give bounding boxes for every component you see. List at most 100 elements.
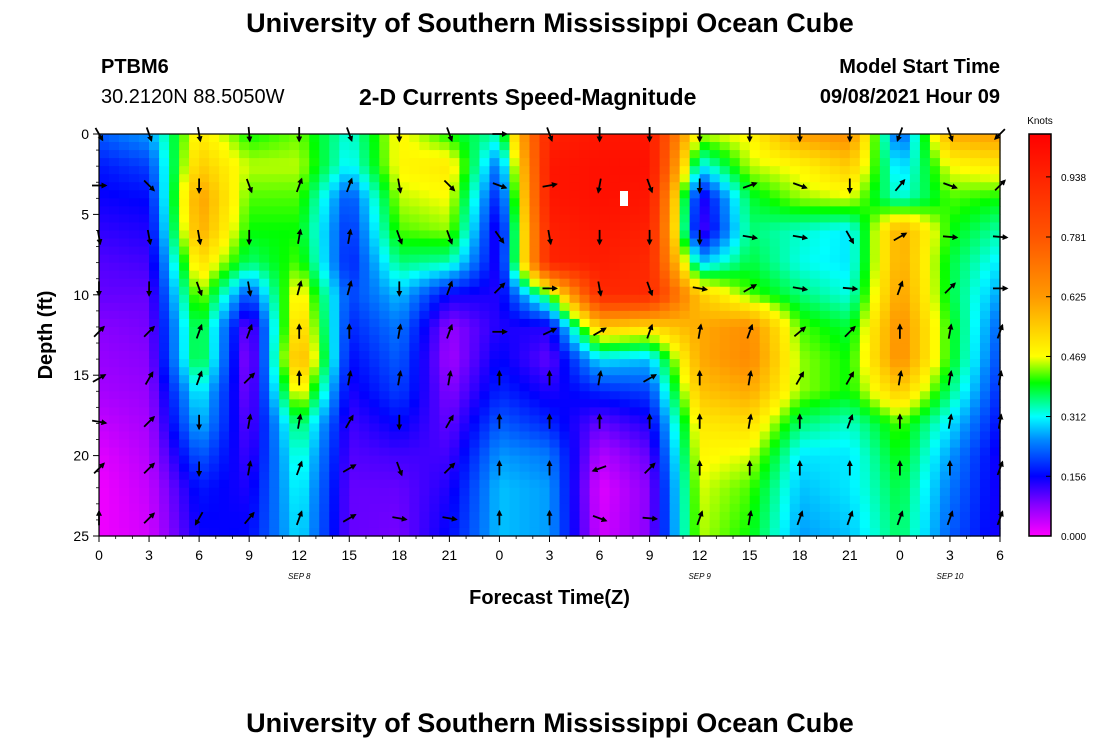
heatmap-cell <box>689 455 701 465</box>
heatmap-cell <box>539 447 551 457</box>
heatmap-cell <box>589 230 601 240</box>
heatmap-cell <box>279 455 290 465</box>
heatmap-cell <box>649 302 661 312</box>
heatmap-cell <box>809 415 821 425</box>
heatmap-cell <box>279 463 290 473</box>
current-arrow <box>947 323 954 339</box>
heatmap-cell <box>869 367 881 376</box>
heatmap-cell <box>679 182 691 191</box>
heatmap-cell <box>579 455 591 465</box>
heatmap-cell <box>889 206 901 215</box>
heatmap-cell <box>779 367 791 376</box>
heatmap-cell <box>299 182 310 191</box>
heatmap-cell <box>589 423 601 433</box>
heatmap-cell <box>599 294 611 304</box>
heatmap-cell <box>729 439 741 449</box>
heatmap-cell <box>119 262 130 272</box>
heatmap-cell <box>649 198 661 207</box>
heatmap-cell <box>769 375 781 384</box>
heatmap-cell <box>249 246 260 256</box>
heatmap-cell <box>739 326 751 336</box>
heatmap-cell <box>359 302 370 312</box>
heatmap-cell <box>369 391 380 400</box>
heatmap-cell <box>799 415 811 425</box>
heatmap-cell <box>509 318 521 328</box>
heatmap-cell <box>779 222 791 232</box>
heatmap-cell <box>789 182 801 191</box>
heatmap-cell <box>149 190 160 199</box>
heatmap-cell <box>349 439 360 449</box>
heatmap-cell <box>569 463 581 473</box>
heatmap-cell <box>619 351 631 360</box>
heatmap-cell <box>579 447 591 457</box>
heatmap-cell <box>549 190 561 199</box>
heatmap-cell <box>589 214 601 224</box>
heatmap-cell <box>469 278 481 288</box>
heatmap-cell <box>529 455 541 465</box>
heatmap-cell <box>869 262 881 272</box>
heatmap-cell <box>869 214 881 224</box>
x-axis-title: Forecast Time(Z) <box>469 587 630 609</box>
heatmap-cell <box>639 254 651 264</box>
heatmap-cell <box>169 447 180 457</box>
heatmap-cell <box>529 198 541 207</box>
heatmap-cell <box>379 254 390 264</box>
heatmap-cell <box>849 262 861 272</box>
heatmap-cell <box>229 391 240 400</box>
heatmap-cell <box>399 407 410 416</box>
heatmap-cell <box>869 150 881 159</box>
heatmap-cell <box>979 190 991 199</box>
heatmap-cell <box>829 206 841 215</box>
heatmap-cell <box>359 246 370 256</box>
heatmap-cell <box>119 270 130 280</box>
heatmap-cell <box>929 487 941 497</box>
heatmap-cell <box>409 359 420 368</box>
heatmap-cell <box>989 343 1001 352</box>
heatmap-cell <box>319 367 330 376</box>
heatmap-cell <box>889 190 901 199</box>
heatmap-cell <box>99 495 110 505</box>
heatmap-cell <box>929 182 941 191</box>
heatmap-cell <box>849 335 861 344</box>
heatmap-cell <box>739 487 751 497</box>
heatmap-cell <box>519 407 531 416</box>
heatmap-cell <box>349 150 360 159</box>
heatmap-cell <box>859 527 871 537</box>
heatmap-cell <box>719 158 731 167</box>
heatmap-cell <box>389 318 400 328</box>
heatmap-cell <box>179 479 190 489</box>
heatmap-cell <box>729 318 741 328</box>
heatmap-cell <box>889 198 901 207</box>
heatmap-cell <box>859 423 871 433</box>
heatmap-cell <box>449 150 460 159</box>
heatmap-cell <box>539 335 551 344</box>
heatmap-cell <box>789 286 801 296</box>
heatmap-cell <box>659 230 671 240</box>
heatmap-cell <box>759 431 771 441</box>
heatmap-cell <box>779 302 791 312</box>
heatmap-cell <box>199 463 210 473</box>
heatmap-cell <box>769 198 781 207</box>
heatmap-cell <box>309 326 320 336</box>
heatmap-cell <box>359 222 370 232</box>
heatmap-cell <box>619 262 631 272</box>
heatmap-cell <box>159 455 170 465</box>
heatmap-cell <box>879 463 891 473</box>
heatmap-cell <box>329 246 340 256</box>
heatmap-cell <box>129 270 140 280</box>
heatmap-cell <box>409 286 420 296</box>
heatmap-cell <box>549 415 561 425</box>
heatmap-cell <box>259 278 270 288</box>
heatmap-cell <box>479 383 491 392</box>
heatmap-cell <box>199 294 210 304</box>
heatmap-cell <box>609 254 621 264</box>
heatmap-cell <box>579 174 591 183</box>
heatmap-cell <box>919 511 931 521</box>
heatmap-cell <box>149 375 160 384</box>
heatmap-cell <box>469 294 481 304</box>
heatmap-cell <box>899 150 911 159</box>
heatmap-cell <box>509 198 521 207</box>
heatmap-cell <box>669 343 681 352</box>
heatmap-cell <box>729 222 741 232</box>
heatmap-cell <box>829 150 841 159</box>
